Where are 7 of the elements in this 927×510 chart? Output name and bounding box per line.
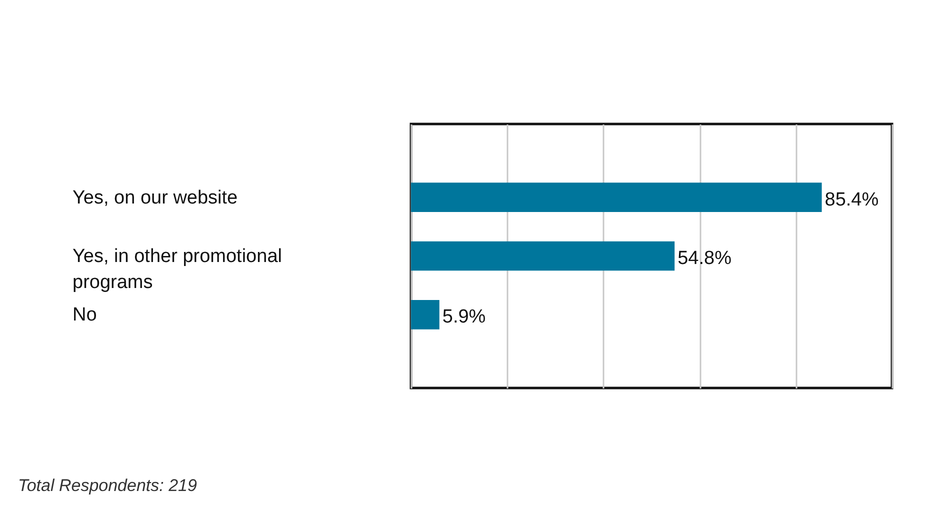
data-label: 5.9%	[442, 306, 486, 328]
y-tick-label: Yes, on our website	[72, 187, 238, 208]
y-tick-label: Yes, in other promotional programs	[72, 246, 282, 293]
data-label: 54.8%	[678, 248, 732, 269]
text: Total Respondents: 219	[18, 476, 197, 496]
y-tick-label: No	[72, 304, 97, 326]
data-label: 85.4%	[824, 189, 879, 210]
